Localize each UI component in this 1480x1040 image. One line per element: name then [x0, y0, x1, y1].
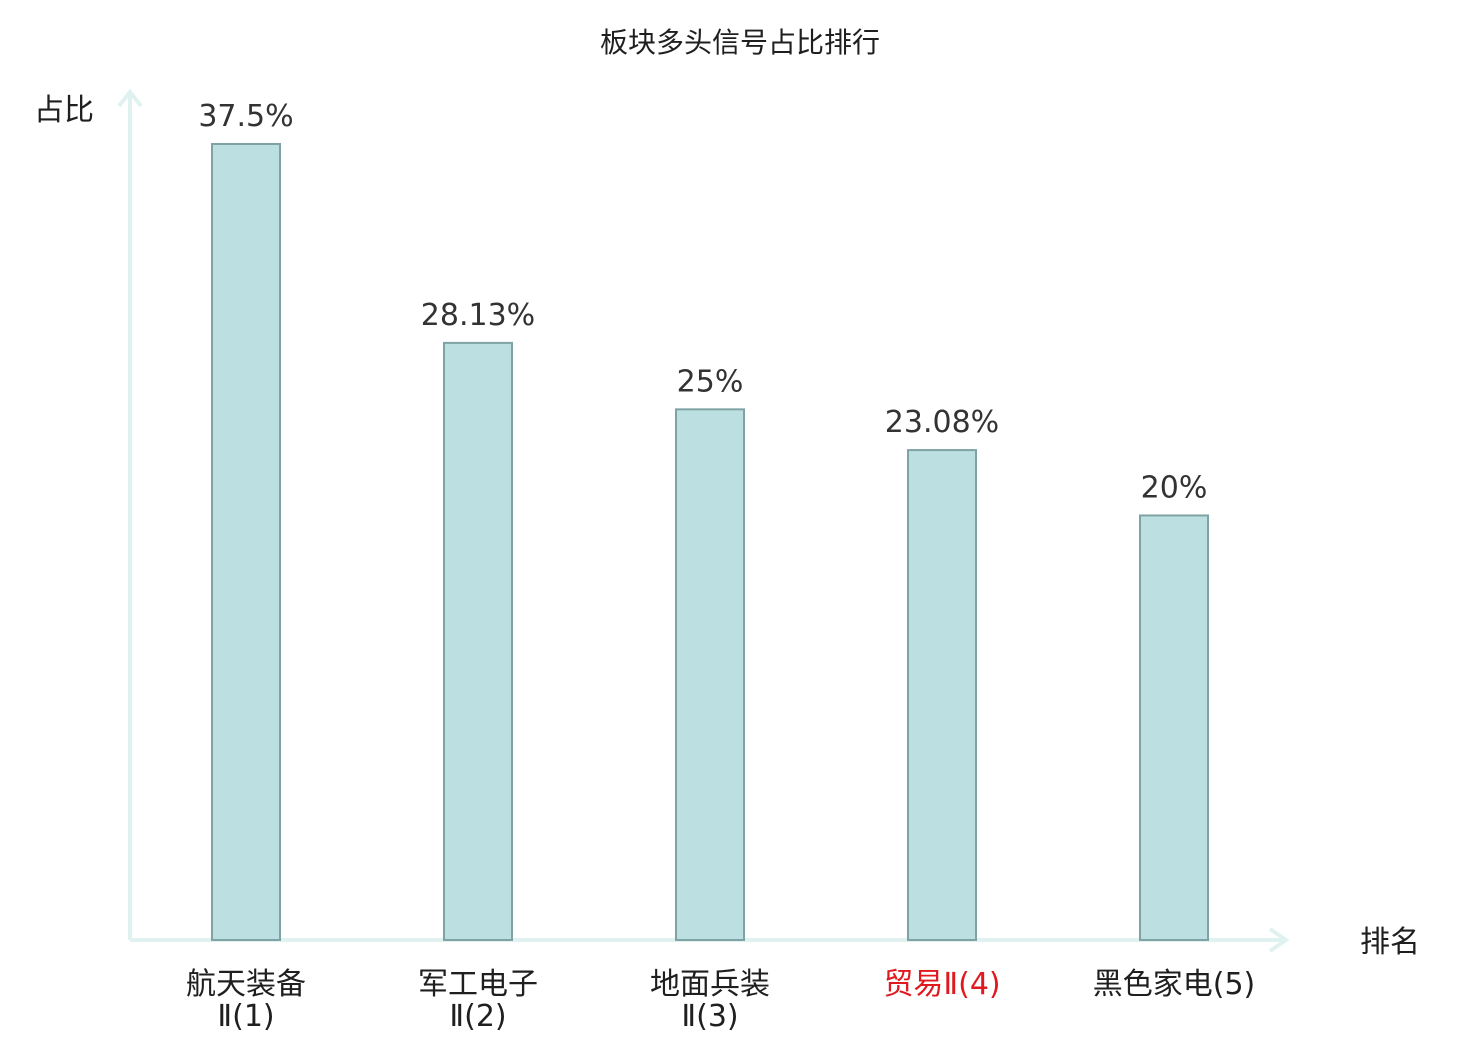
category-sublabel-2: Ⅱ(2)	[449, 999, 506, 1034]
value-labels-group: 37.5% 28.13% 25% 23.08% 20%	[198, 99, 1207, 505]
category-label-5: 黑色家电(5)	[1093, 967, 1256, 1002]
bar-5	[1139, 514, 1209, 941]
value-label-3: 25%	[677, 364, 744, 399]
bar-3	[675, 408, 745, 942]
bar-1	[211, 143, 281, 941]
x-axis-label: 排名	[1360, 925, 1420, 960]
y-axis-arrow	[117, 88, 143, 108]
bar-4	[907, 449, 977, 941]
bar-2	[443, 341, 513, 941]
value-label-1: 37.5%	[198, 99, 293, 134]
chart-title: 板块多头信号占比排行	[600, 26, 880, 59]
category-sublabel-3: Ⅱ(3)	[681, 999, 738, 1034]
value-label-2: 28.13%	[421, 298, 535, 333]
y-axis-label: 占比	[34, 93, 94, 128]
bars-group	[211, 143, 1209, 942]
value-label-4: 23.08%	[885, 405, 999, 440]
category-label-2: 军工电子	[418, 967, 538, 1002]
category-label-1: 航天装备	[186, 967, 306, 1002]
value-label-5: 20%	[1141, 470, 1208, 505]
x-axis-arrow	[1268, 927, 1290, 953]
category-label-3: 地面兵装	[650, 967, 770, 1002]
category-label-4: 贸易Ⅱ(4)	[883, 967, 1000, 1002]
category-sublabel-1: Ⅱ(1)	[217, 999, 274, 1034]
